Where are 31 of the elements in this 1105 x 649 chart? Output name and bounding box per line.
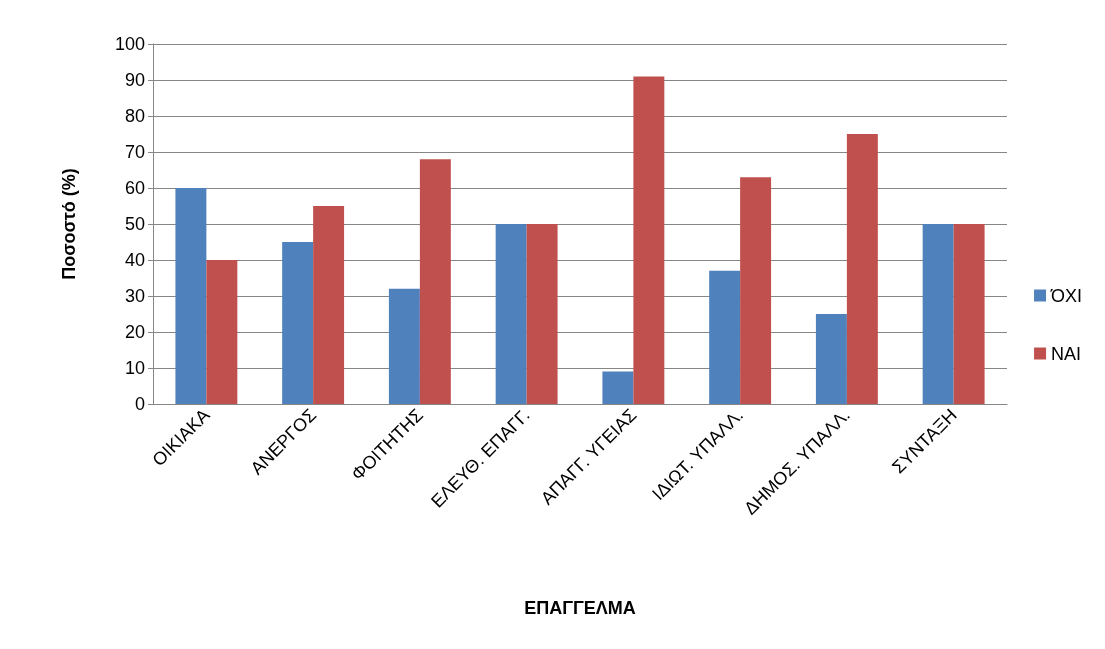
bar (815, 314, 847, 404)
bar (633, 76, 665, 404)
y-tick-label: 0 (134, 394, 145, 414)
bar (602, 371, 634, 404)
x-axis-title: ΕΠΑΓΓΕΛΜΑ (524, 598, 636, 618)
bar (922, 224, 954, 404)
bar (740, 177, 772, 404)
bar (526, 224, 558, 404)
bar (419, 159, 451, 404)
y-tick-label: 90 (124, 70, 145, 90)
y-tick-label: 70 (124, 142, 145, 162)
bar (313, 206, 345, 404)
bar (953, 224, 985, 404)
y-axis-title: Ποσοστό (%) (59, 168, 79, 280)
y-tick-label: 50 (124, 214, 145, 234)
bar (206, 260, 238, 404)
bar (175, 188, 207, 404)
y-tick-label: 10 (124, 358, 145, 378)
y-tick-label: 80 (124, 106, 145, 126)
y-tick-label: 20 (124, 322, 145, 342)
legend-label: ΌΧΙ (1050, 285, 1083, 306)
bar (846, 134, 878, 404)
bar (282, 242, 314, 404)
bar (495, 224, 527, 404)
y-tick-label: 30 (124, 286, 145, 306)
legend-label: ΝΑΙ (1051, 343, 1082, 364)
y-tick-label: 40 (124, 250, 145, 270)
bar (388, 288, 420, 404)
bar (709, 270, 741, 404)
y-tick-label: 100 (114, 34, 145, 54)
y-tick-label: 60 (124, 178, 145, 198)
